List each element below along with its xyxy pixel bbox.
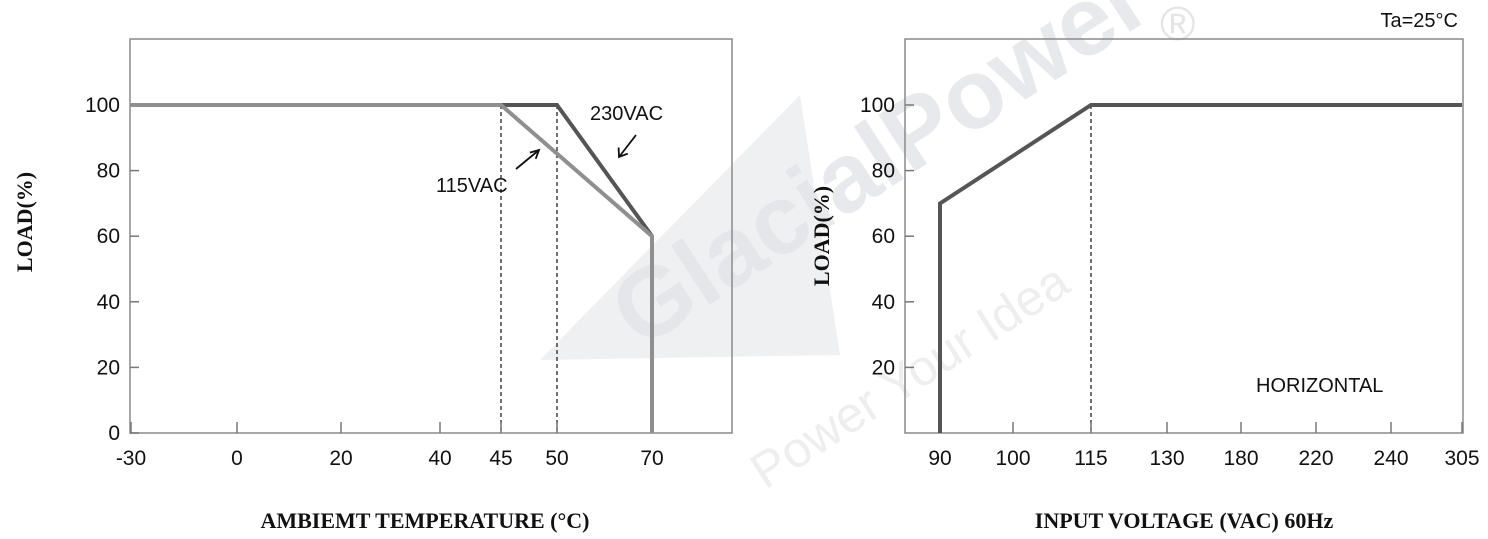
watermark-triangle xyxy=(540,95,840,360)
y-axis-title: LOAD(%) xyxy=(809,186,834,286)
arrow-230vac xyxy=(618,134,637,158)
x-tick-label: 70 xyxy=(640,447,663,470)
x-tick-label: 50 xyxy=(545,447,568,470)
y-tick-label: 20 xyxy=(872,356,895,379)
watermark: GlacialPower Power Your Idea ® xyxy=(540,0,1195,499)
x-tick-label: 180 xyxy=(1223,447,1258,470)
y-tick-label: 60 xyxy=(97,225,120,248)
x-tick-label: 0 xyxy=(231,447,243,470)
x-tick-label: 100 xyxy=(995,447,1030,470)
series-line-load xyxy=(938,103,1462,433)
y-tick-label: 60 xyxy=(872,225,895,248)
series-line-115vac xyxy=(131,103,654,433)
arrowhead-230vac xyxy=(617,147,629,159)
series-line-230vac xyxy=(131,103,654,433)
x-tick-label: -30 xyxy=(116,447,146,470)
plot-frame xyxy=(129,38,733,434)
annotation-horizontal: HORIZONTAL xyxy=(1256,375,1383,397)
y-tick-label: 100 xyxy=(860,94,895,117)
y-tick-label: 80 xyxy=(872,160,895,183)
annotation-230vac: 230VAC xyxy=(590,103,663,125)
x-tick-label: 45 xyxy=(489,447,512,470)
annotation-115vac: 115VAC xyxy=(436,175,508,197)
x-tick-label: 40 xyxy=(428,447,451,470)
registered-mark: ® xyxy=(1160,0,1195,51)
x-tick-label: 240 xyxy=(1373,447,1408,470)
y-tick-label: 0 xyxy=(108,422,120,445)
x-tick-label: 90 xyxy=(928,447,951,470)
x-tick-label: 305 xyxy=(1444,447,1479,470)
y-tick-label: 40 xyxy=(97,291,120,314)
arrowhead-115vac xyxy=(529,148,541,160)
y-tick-label: 100 xyxy=(85,94,120,117)
y-axis-title: LOAD(%) xyxy=(12,172,37,272)
ambient-condition-label: Ta=25°C xyxy=(1381,10,1459,32)
x-tick-label: 20 xyxy=(329,447,352,470)
x-axis-title: INPUT VOLTAGE (VAC) 60Hz xyxy=(1035,508,1334,533)
x-tick-label: 130 xyxy=(1149,447,1184,470)
input-voltage-chart: 20 40 60 80 100 90 100 115 130 180 220 240 305 HORI… xyxy=(809,10,1480,533)
y-tick-label: 80 xyxy=(97,160,120,183)
y-tick-label: 40 xyxy=(872,291,895,314)
x-tick-label: 220 xyxy=(1298,447,1333,470)
arrow-115vac xyxy=(515,149,540,170)
y-tick-label: 20 xyxy=(97,356,120,379)
x-tick-label: 115 xyxy=(1074,447,1107,470)
x-axis-title: AMBIEMT TEMPERATURE (°C) xyxy=(260,508,589,533)
